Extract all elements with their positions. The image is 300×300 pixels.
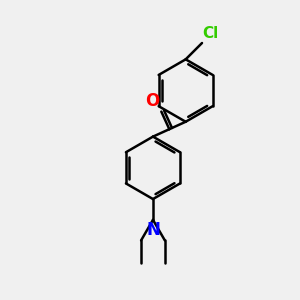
Text: O: O [146,92,160,110]
Text: Cl: Cl [202,26,218,41]
Text: N: N [146,221,160,239]
